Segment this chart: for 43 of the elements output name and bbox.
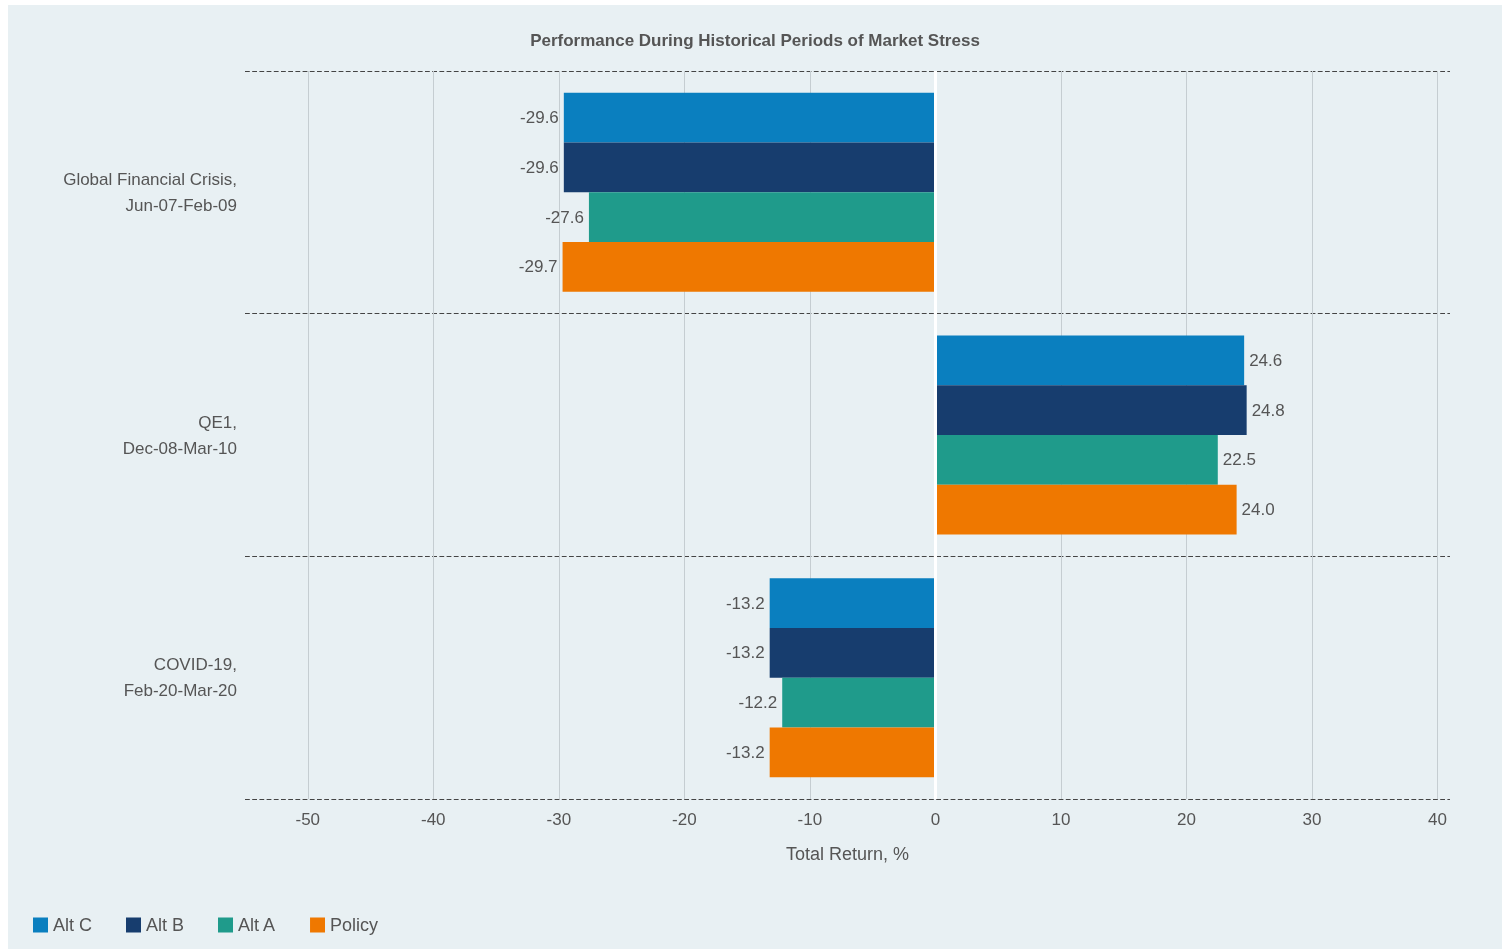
legend-label: Alt A <box>238 915 276 935</box>
x-tick-label: 30 <box>1302 810 1322 829</box>
y-tick-label: Global Financial Crisis, Jun-07-Feb-09 <box>63 169 237 215</box>
x-tick-label: 10 <box>1051 810 1071 829</box>
data-label: -29.6 <box>520 157 559 177</box>
data-label: 24.8 <box>1251 400 1285 420</box>
bar <box>769 578 936 628</box>
bar <box>769 627 936 678</box>
legend-label: Policy <box>330 915 379 935</box>
legend-label: Alt C <box>53 915 93 935</box>
data-label: -13.2 <box>725 742 765 762</box>
bar <box>935 435 1218 485</box>
bar <box>563 142 936 193</box>
bar <box>562 242 936 292</box>
x-tick-label: -50 <box>295 810 321 829</box>
data-label: -13.2 <box>725 593 765 613</box>
bar <box>782 677 936 728</box>
chart-title: Performance During Historical Periods of Market Stress <box>530 31 980 50</box>
x-tick-label: -10 <box>797 810 823 829</box>
data-label: 24.0 <box>1241 500 1275 520</box>
x-tick-label: -40 <box>420 810 446 829</box>
data-label: 22.5 <box>1222 450 1256 470</box>
x-tick-label: 40 <box>1427 810 1447 829</box>
x-tick-label: -30 <box>546 810 572 829</box>
legend-label: Alt B <box>146 915 185 935</box>
x-tick-label: -20 <box>672 810 697 829</box>
x-axis-title: Total Return, % <box>785 844 910 864</box>
data-label: -29.7 <box>518 257 558 277</box>
bar <box>935 335 1245 386</box>
data-label: -12.2 <box>738 693 778 713</box>
data-label: -13.2 <box>725 643 765 663</box>
bar <box>588 192 936 243</box>
y-tick-label: COVID-19, Feb-20-Mar-20 <box>123 655 237 701</box>
bar <box>935 385 1247 435</box>
x-tick-label: 20 <box>1176 810 1196 829</box>
bar <box>769 727 936 778</box>
y-tick-label: QE1, Dec-08-Mar-10 <box>122 412 237 458</box>
data-label: -27.6 <box>545 207 584 227</box>
data-label: 24.6 <box>1249 350 1283 370</box>
bar <box>935 484 1237 535</box>
data-label: -29.6 <box>520 108 559 128</box>
bar <box>563 92 936 143</box>
x-tick-label: 0 <box>930 810 941 829</box>
